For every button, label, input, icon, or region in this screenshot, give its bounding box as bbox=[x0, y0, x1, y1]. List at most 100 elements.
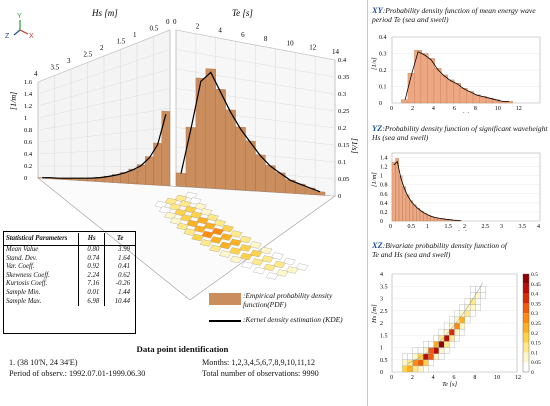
floor-heat-cell bbox=[239, 235, 252, 244]
floor-heat-cell bbox=[193, 225, 206, 233]
stats-row: Sample Min. 0.01 1.44 bbox=[4, 288, 135, 298]
floor-heat-cell bbox=[186, 219, 199, 228]
stats-hs-value: 0.92 bbox=[77, 263, 105, 272]
yz-x-tick-label: 2 bbox=[463, 224, 466, 230]
xy-x-tick-label: 12 bbox=[516, 106, 522, 112]
z-left-tick-label: 1.4 bbox=[24, 91, 33, 98]
xz-heat-cell bbox=[407, 365, 413, 373]
te-pdf-bar bbox=[314, 191, 326, 196]
colorbar-segment bbox=[523, 352, 529, 363]
xz-heat-cell bbox=[459, 322, 466, 330]
xz-heat-cell bbox=[454, 316, 460, 324]
floor-heat-cell bbox=[183, 228, 196, 236]
legend-kde-entry: :Kernel density estimation (KDE) bbox=[206, 315, 371, 324]
stats-row: Var. Coeff. 0.92 0.41 bbox=[4, 263, 135, 272]
xz-contour-line bbox=[407, 282, 483, 364]
xz-x-tick-label: 10 bbox=[494, 375, 500, 381]
stats-te-value: -0.26 bbox=[104, 280, 135, 289]
hs-pdf-bar bbox=[103, 175, 113, 183]
hs-wall-gridline-h bbox=[37, 88, 171, 119]
yz-x-tick-label: 3 bbox=[500, 224, 503, 230]
xy-panel-title: XY:Probability density function of mean … bbox=[372, 6, 536, 24]
yz-pdf-bar bbox=[409, 200, 413, 222]
colorbar-tick-label: 0.45 bbox=[531, 282, 541, 288]
floor-heat-cell bbox=[219, 233, 233, 241]
stats-te-value: 1.64 bbox=[104, 254, 135, 264]
yz-pdf-bar bbox=[402, 186, 406, 222]
info-months: Months: 1,2,3,4,5,6,7,8,9,10,11,12 bbox=[202, 358, 315, 367]
te-tick-label: 4 bbox=[218, 27, 222, 35]
colorbar-segment bbox=[523, 323, 529, 333]
xy-y-tick-label: 0.3 bbox=[379, 52, 387, 58]
yz-pdf-bar bbox=[398, 175, 403, 222]
stats-header: Statistical Parameters bbox=[4, 233, 79, 246]
z-right-tick-label: 0 bbox=[338, 193, 341, 200]
xz-y-tick-label: 0.5 bbox=[380, 358, 388, 364]
xy-kde-curve bbox=[404, 51, 510, 102]
te-tick-label: 10 bbox=[287, 39, 295, 47]
floor-heat-cell bbox=[261, 255, 274, 263]
xy-pdf-bar bbox=[401, 99, 409, 104]
xz-x-tick-label: 8 bbox=[473, 375, 476, 381]
floor-heat-cell bbox=[253, 266, 266, 275]
xz-heat-cell bbox=[438, 353, 445, 360]
te-pdf-bar bbox=[295, 183, 306, 195]
stats-col-te: Te bbox=[104, 233, 135, 246]
stats-row: Skewness Coeff. 2.24 0.62 bbox=[4, 271, 135, 281]
xz-heat-cell bbox=[407, 359, 413, 367]
svg-text:Z: Z bbox=[5, 33, 10, 40]
floor-heat-cell bbox=[219, 241, 232, 250]
hs-tick-label: 2 bbox=[100, 44, 104, 52]
3d-bivariate-chart: 43.532.521.510.50 024681012141.61.41.210.… bbox=[5, 8, 359, 300]
colorbar-segment bbox=[523, 342, 529, 353]
data-point-info: Data point identification bbox=[0, 344, 365, 354]
3d-marginal-bars bbox=[37, 68, 326, 196]
xz-heat-cell bbox=[428, 353, 434, 360]
hs-axis-title: Hs [m] bbox=[91, 8, 118, 18]
info-title: Data point identification bbox=[136, 344, 229, 354]
info-total: Total number of observations: 9990 bbox=[202, 369, 319, 378]
xz-y-tick-label: 1.5 bbox=[380, 333, 388, 339]
te-pdf-bar bbox=[235, 126, 246, 191]
xz-heat-cell bbox=[459, 328, 466, 336]
yz-pdf-bar bbox=[412, 204, 417, 222]
xz-bivariate-heatmap: 0 0.5 1 1.5 2 2.5 3 3.5 4 0 2 4 6 8 10 12 0 0.05 0.1 0.15 0.… bbox=[371, 272, 541, 387]
hs-pdf-bar bbox=[112, 174, 121, 184]
xy-y-tick-label: 0.4 bbox=[379, 35, 387, 41]
yz-hs-pdf-chart: 0 0.2 0.4 0.6 0.8 1 1.2 1.4 0 0.5 1 1.5 2 2.5 3 3.5 4 Hs … bbox=[371, 152, 541, 231]
colorbar-tick-label: 0.1 bbox=[531, 350, 538, 356]
floor-heat-cell bbox=[206, 213, 219, 222]
xz-heat-cell bbox=[464, 310, 471, 318]
xz-heat-cell bbox=[423, 359, 429, 367]
xz-x-tick-label: 6 bbox=[453, 375, 456, 381]
stats-hs-value: 0.01 bbox=[77, 288, 105, 298]
yz-x-tick-label: 0 bbox=[389, 224, 392, 230]
hs-pdf-bar bbox=[120, 172, 129, 184]
xz-y-tick-label: 2 bbox=[380, 321, 383, 327]
z-right-tick-label: 0.25 bbox=[338, 108, 349, 115]
floor-heat-cell bbox=[196, 216, 209, 225]
stats-row-label: Skewness Coeff. bbox=[6, 271, 50, 279]
yz-y-tick-label: 1 bbox=[380, 174, 383, 180]
legend: :Empirical probability density function(… bbox=[206, 291, 371, 326]
stats-hs-value: 6.98 bbox=[77, 297, 105, 307]
xz-heat-cell bbox=[454, 335, 460, 342]
floor-heat-cell bbox=[283, 257, 296, 266]
xz-heat-cell bbox=[475, 286, 481, 293]
xz-heat-cell bbox=[443, 347, 450, 354]
floor-heat-cell bbox=[221, 224, 234, 233]
stats-hs-value: 7.16 bbox=[77, 280, 105, 289]
yz-pdf-bar bbox=[391, 161, 396, 222]
z-right-tick-label: 0.15 bbox=[338, 142, 349, 149]
stats-row-label: Mean Value bbox=[6, 246, 39, 253]
xz-x-axis-label: Te [s] bbox=[442, 381, 458, 387]
z-left-tick-label: 1.2 bbox=[24, 103, 32, 110]
stats-col-hs: Hs bbox=[77, 233, 105, 246]
xz-x-tick-label: 12 bbox=[515, 375, 521, 381]
te-wall-gridline-h bbox=[175, 49, 336, 78]
floor-heat-cell bbox=[263, 263, 276, 272]
xz-y-tick-label: 0 bbox=[380, 370, 383, 376]
legend-kde-label: :Kernel density estimation (KDE) bbox=[243, 315, 343, 324]
yz-x-tick-label: 0.5 bbox=[408, 224, 416, 230]
xz-heat-cell bbox=[428, 341, 434, 348]
